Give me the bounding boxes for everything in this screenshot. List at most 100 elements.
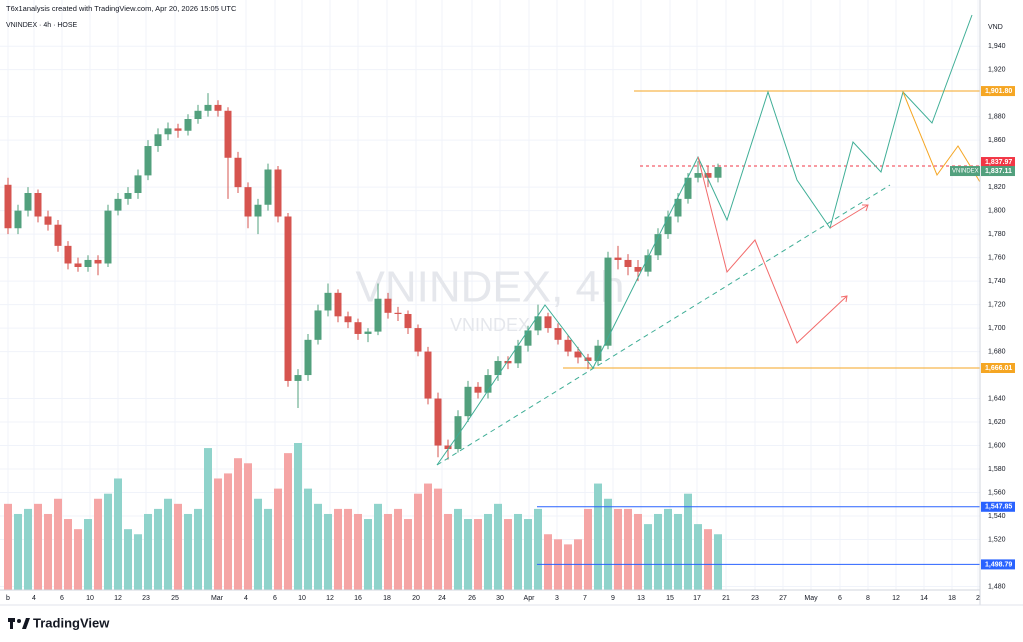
candle-body	[134, 175, 142, 194]
candle-body	[124, 193, 132, 199]
volume-bar	[274, 488, 282, 590]
y-tick-label: 1,700	[988, 325, 1006, 332]
x-tick-label: 12	[326, 595, 334, 602]
candle-body	[114, 198, 122, 211]
y-tick-label: 1,520	[988, 536, 1006, 543]
y-tick-label: 1,580	[988, 466, 1006, 473]
volume-bar	[74, 529, 82, 590]
x-tick-label: 10	[298, 595, 306, 602]
volume-bar	[354, 513, 362, 590]
volume-bar	[194, 508, 202, 590]
price-label-bg	[981, 363, 1015, 374]
candle-body	[604, 257, 612, 346]
symbol-tag: VNINDEX	[952, 169, 979, 175]
candle-body	[584, 357, 592, 361]
volume-bar	[184, 513, 192, 590]
volume-bar	[214, 478, 222, 590]
volume-bar	[634, 513, 642, 590]
candle-body	[214, 104, 222, 111]
x-tick-label: 23	[751, 595, 759, 602]
candle-body	[444, 445, 452, 450]
candle-body	[194, 110, 202, 120]
candle-body	[334, 292, 342, 317]
x-tick-label: 6	[60, 595, 64, 602]
price-label: 1,547.85	[985, 504, 1012, 511]
volume-bar	[604, 498, 612, 590]
x-tick-label: 2	[976, 595, 980, 602]
y-tick-label: 1,540	[988, 513, 1006, 520]
x-tick-label: May	[804, 595, 818, 602]
candle-body	[314, 310, 322, 340]
drawings	[436, 14, 981, 466]
volume-bar	[474, 519, 482, 590]
volume-bar	[204, 448, 212, 590]
price-label: 1,837.97	[985, 159, 1012, 166]
volume-bar	[294, 443, 302, 590]
y-tick-label: 1,600	[988, 442, 1006, 449]
x-tick-label: 16	[354, 595, 362, 602]
x-tick-label: 27	[779, 595, 787, 602]
volume-bar	[44, 513, 52, 590]
x-tick-label: Mar	[211, 595, 224, 602]
volume-bar	[524, 519, 532, 590]
candle-body	[104, 210, 112, 264]
candle-body	[674, 198, 682, 217]
candle-body	[654, 234, 662, 256]
y-tick-label: 1,740	[988, 278, 1006, 285]
candle-body	[664, 216, 672, 235]
volume-bar	[534, 508, 542, 590]
candle-body	[394, 312, 402, 314]
logo-part	[10, 618, 13, 629]
candle-body	[294, 375, 302, 381]
symbol-tag-bg	[950, 166, 980, 177]
candle-body	[94, 259, 102, 264]
bear-path	[829, 204, 869, 229]
x-tick-label: 4	[244, 595, 248, 602]
x-tick-label: 26	[468, 595, 476, 602]
volume-bar	[394, 508, 402, 590]
volume-bar	[334, 508, 342, 590]
x-tick-label: 23	[142, 595, 150, 602]
price-label: 1,837.11	[985, 168, 1012, 175]
candle-body	[454, 416, 462, 450]
volume-bar	[484, 513, 492, 590]
volume-bar	[4, 503, 12, 590]
candle-body	[574, 351, 582, 358]
volume-bar	[644, 524, 652, 590]
level-lines	[537, 90, 980, 565]
volume-bar	[364, 519, 372, 590]
volume-bar	[494, 503, 502, 590]
candle-body	[34, 193, 42, 217]
volume-bar	[234, 458, 242, 590]
y-tick-label: 1,680	[988, 348, 1006, 355]
candle-body	[24, 193, 32, 211]
projection-path-alt	[902, 91, 981, 183]
volume-bar	[714, 534, 722, 590]
candle-body	[524, 330, 532, 346]
volume-bar	[174, 503, 182, 590]
candle-body	[284, 216, 292, 381]
candle-body	[204, 104, 212, 111]
volume-bar	[14, 513, 22, 590]
volume-bar	[374, 503, 382, 590]
volume-bar	[124, 529, 132, 590]
candle-body	[14, 210, 22, 229]
candle-body	[144, 146, 152, 176]
volume-bar	[154, 508, 162, 590]
candle-body	[274, 169, 282, 217]
y-tick-label: 1,780	[988, 231, 1006, 238]
x-tick-label: 20	[412, 595, 420, 602]
volume-bar	[694, 524, 702, 590]
volume-bar	[304, 488, 312, 590]
candle-body	[534, 316, 542, 331]
candle-body	[484, 375, 492, 393]
x-tick-label: 18	[383, 595, 391, 602]
watermark-symbol: VNINDEX	[450, 315, 530, 335]
x-tick-label: 21	[722, 595, 730, 602]
candle-body	[644, 255, 652, 272]
volume-bar	[434, 488, 442, 590]
volume-bar	[164, 498, 172, 590]
volume-bar	[114, 478, 122, 590]
volume-bar	[504, 519, 512, 590]
volume-bar	[654, 513, 662, 590]
